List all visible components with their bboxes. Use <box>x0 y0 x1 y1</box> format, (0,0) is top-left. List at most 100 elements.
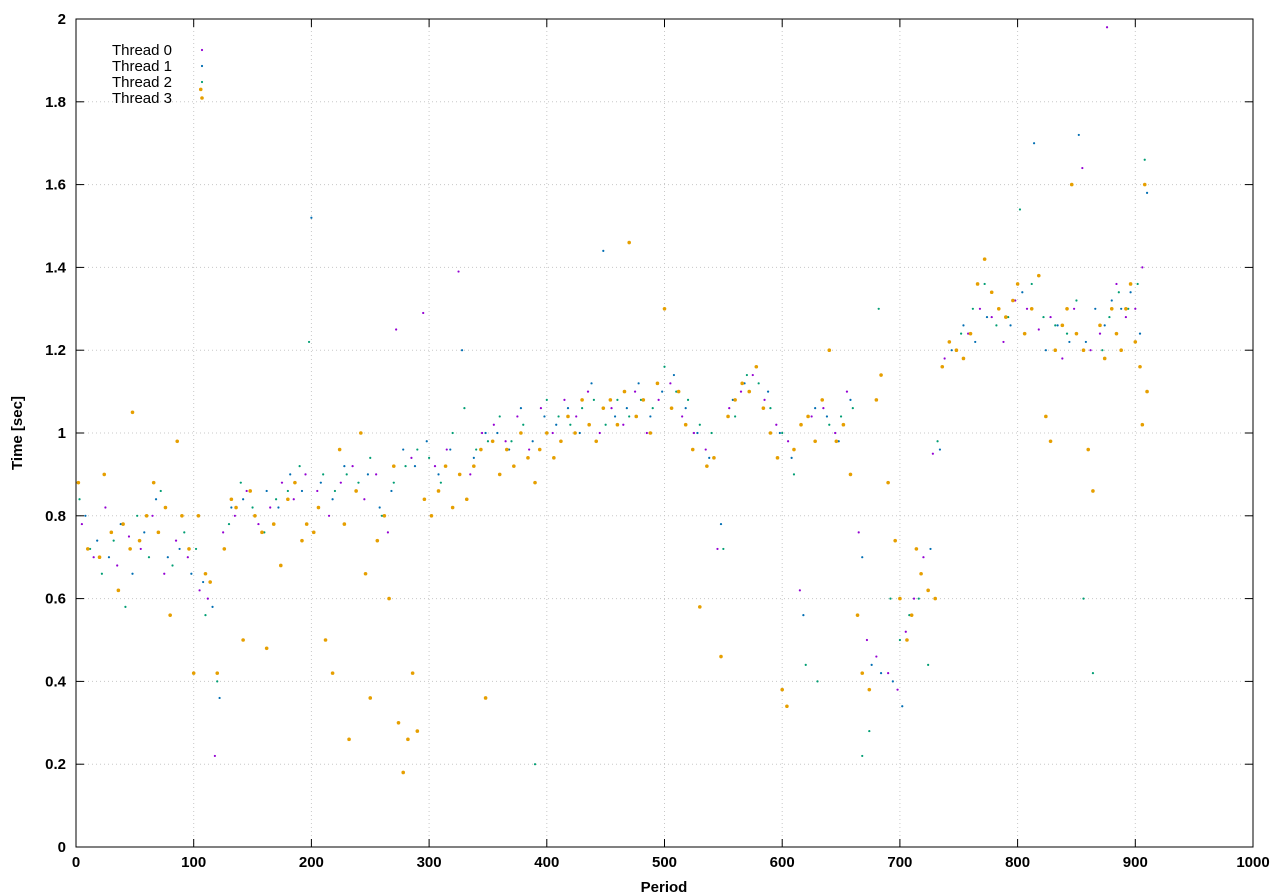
data-point <box>747 389 752 394</box>
data-point <box>1098 332 1102 335</box>
data-point <box>1124 315 1127 319</box>
data-point <box>712 456 716 460</box>
data-point <box>263 531 266 534</box>
data-point <box>316 489 319 493</box>
x-tick-label: 400 <box>534 854 559 871</box>
data-point <box>124 605 127 608</box>
data-point <box>415 729 420 733</box>
data-point <box>901 705 904 708</box>
y-tick-label: 1.6 <box>45 177 66 194</box>
data-point <box>342 522 347 526</box>
data-point <box>359 431 363 435</box>
data-point <box>1114 331 1119 336</box>
data-point <box>1081 166 1084 170</box>
data-point <box>1128 282 1133 286</box>
data-point <box>816 680 819 683</box>
data-point <box>1119 348 1123 353</box>
data-point <box>147 556 151 559</box>
data-point <box>490 439 495 444</box>
data-point <box>194 547 198 551</box>
data-point <box>89 547 92 551</box>
data-point <box>710 431 713 435</box>
data-point <box>528 448 531 451</box>
data-point <box>1136 282 1139 286</box>
data-point <box>877 307 880 310</box>
data-point <box>827 348 832 353</box>
data-point <box>590 382 593 385</box>
data-point <box>698 605 702 609</box>
data-point <box>734 415 737 418</box>
data-point <box>143 531 146 534</box>
data-point <box>602 249 605 252</box>
data-point <box>586 390 590 393</box>
data-point <box>286 489 289 493</box>
data-point <box>504 440 507 443</box>
data-point <box>402 448 405 451</box>
data-point <box>875 655 878 658</box>
data-point <box>740 381 744 386</box>
data-point <box>1056 324 1059 327</box>
data-point <box>804 663 807 666</box>
data-point <box>645 431 648 435</box>
data-point <box>472 456 475 459</box>
data-point <box>171 564 174 567</box>
data-point <box>950 349 953 352</box>
data-point <box>908 614 911 617</box>
data-point <box>151 514 154 517</box>
data-point <box>304 473 307 476</box>
data-point <box>480 431 484 435</box>
data-point <box>1009 324 1012 327</box>
data-point <box>1075 299 1078 302</box>
data-point <box>187 547 191 551</box>
data-point <box>363 498 366 501</box>
data-point <box>657 398 660 401</box>
data-point <box>191 671 196 675</box>
data-point <box>1053 348 1058 353</box>
data-point <box>731 398 734 401</box>
data-point <box>347 737 351 742</box>
data-point <box>857 531 860 534</box>
y-axis-ticks: 0 0.2 0.4 0.6 0.8 1 1.2 1.4 1.6 1.8 2 <box>45 11 1253 856</box>
data-point <box>526 456 530 460</box>
data-point <box>304 522 309 526</box>
data-point <box>300 538 304 543</box>
data-point <box>78 498 81 501</box>
data-point <box>375 473 378 476</box>
data-point <box>289 473 292 476</box>
data-point <box>457 472 462 477</box>
data-point <box>898 638 902 642</box>
data-point <box>84 514 87 517</box>
data-point <box>828 423 831 426</box>
y-tick-label: 1.2 <box>45 342 66 359</box>
data-point <box>726 414 730 419</box>
data-point <box>559 439 563 444</box>
data-point <box>280 481 284 484</box>
data-point <box>131 572 134 575</box>
data-point <box>639 398 643 401</box>
data-point <box>604 423 607 426</box>
data-point <box>323 638 328 642</box>
data-point <box>190 572 193 575</box>
data-point <box>961 356 966 361</box>
data-point <box>686 398 690 401</box>
legend-label: Thread 1 <box>112 58 172 75</box>
data-point <box>569 423 572 426</box>
data-point <box>395 328 398 331</box>
data-point <box>204 614 207 617</box>
data-point <box>879 672 883 675</box>
data-point <box>891 680 894 683</box>
data-point <box>116 588 121 593</box>
y-tick-label: 0.8 <box>45 508 66 525</box>
data-point <box>1014 299 1017 302</box>
data-point <box>974 340 977 344</box>
data-point <box>798 589 801 592</box>
data-point <box>1036 273 1041 278</box>
data-point <box>116 564 119 567</box>
data-point <box>253 514 257 518</box>
data-point <box>1065 307 1069 311</box>
data-point <box>472 464 476 468</box>
data-point <box>363 571 368 576</box>
data-point <box>1134 307 1137 310</box>
data-point <box>929 547 932 551</box>
